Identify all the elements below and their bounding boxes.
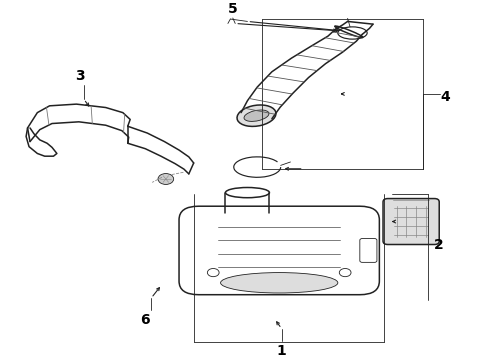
- Text: 5: 5: [228, 2, 238, 15]
- Ellipse shape: [237, 105, 276, 126]
- FancyBboxPatch shape: [383, 199, 439, 244]
- Text: 4: 4: [441, 90, 450, 104]
- Text: 3: 3: [75, 69, 85, 83]
- Circle shape: [158, 174, 173, 184]
- Ellipse shape: [220, 273, 338, 293]
- Text: 2: 2: [434, 238, 444, 252]
- Text: 6: 6: [141, 313, 150, 327]
- Text: 1: 1: [277, 344, 287, 358]
- Ellipse shape: [244, 110, 269, 121]
